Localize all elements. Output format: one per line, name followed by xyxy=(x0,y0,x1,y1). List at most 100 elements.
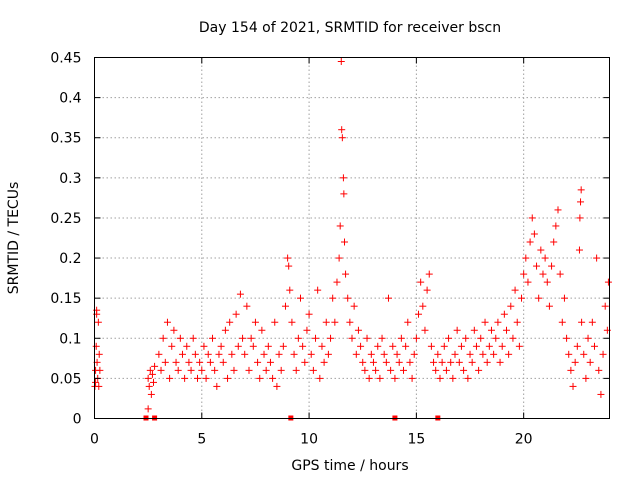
data-point xyxy=(147,390,155,398)
data-point xyxy=(337,58,345,66)
data-point xyxy=(524,278,532,286)
data-point xyxy=(539,270,547,278)
data-point xyxy=(96,366,104,374)
data-point xyxy=(286,286,294,294)
x-tick-label: 10 xyxy=(300,432,318,448)
data-point xyxy=(485,342,493,350)
data-point xyxy=(507,302,515,310)
data-point xyxy=(264,342,272,350)
data-point xyxy=(599,350,607,358)
data-point xyxy=(294,334,302,342)
data-point xyxy=(271,318,279,326)
data-point xyxy=(453,326,461,334)
data-point xyxy=(279,342,287,350)
data-point xyxy=(427,342,435,350)
data-point xyxy=(438,358,446,366)
data-point xyxy=(406,358,414,366)
data-point xyxy=(556,270,564,278)
data-point xyxy=(487,326,495,334)
data-point xyxy=(245,366,253,374)
data-point xyxy=(241,350,249,358)
data-point xyxy=(400,366,407,374)
data-point xyxy=(361,366,369,374)
data-point xyxy=(404,318,412,326)
data-point xyxy=(166,374,174,382)
data-point xyxy=(228,350,236,358)
data-point xyxy=(269,374,277,382)
data-point xyxy=(239,334,247,342)
data-point xyxy=(236,290,244,298)
data-point xyxy=(535,294,543,302)
data-point xyxy=(604,278,612,286)
data-point xyxy=(577,198,585,206)
data-point xyxy=(490,350,498,358)
data-point xyxy=(309,366,317,374)
data-point xyxy=(500,310,508,318)
data-point xyxy=(284,254,292,262)
data-point xyxy=(582,374,590,382)
data-point xyxy=(174,366,182,374)
data-point xyxy=(584,334,592,342)
data-point xyxy=(342,270,350,278)
data-point xyxy=(234,342,242,350)
data-point xyxy=(548,262,556,270)
data-point xyxy=(588,318,596,326)
data-point xyxy=(230,366,238,374)
data-point xyxy=(95,382,103,390)
data-point xyxy=(221,326,229,334)
data-point xyxy=(550,238,558,246)
data-point xyxy=(408,374,416,382)
data-point xyxy=(260,350,268,358)
y-tick-label: 0 xyxy=(73,412,82,428)
data-point xyxy=(219,358,227,366)
data-point xyxy=(511,286,519,294)
axis-ticks xyxy=(94,57,610,419)
plot-frame xyxy=(94,57,610,419)
data-point xyxy=(412,334,420,342)
data-point xyxy=(522,254,530,262)
data-point xyxy=(494,318,502,326)
data-point xyxy=(266,358,274,366)
data-point xyxy=(159,334,167,342)
data-point xyxy=(382,358,390,366)
data-point xyxy=(335,254,343,262)
data-point xyxy=(178,350,186,358)
x-tick-label: 5 xyxy=(197,432,206,448)
data-point xyxy=(312,334,320,342)
data-point xyxy=(146,366,154,374)
data-point xyxy=(247,334,255,342)
data-point xyxy=(251,318,259,326)
data-point xyxy=(202,374,210,382)
data-point xyxy=(442,366,450,374)
x-tick-label: 20 xyxy=(515,432,533,448)
data-point xyxy=(475,366,483,374)
data-point xyxy=(194,374,201,382)
x-tick-label: 0 xyxy=(90,432,99,448)
data-point xyxy=(395,358,403,366)
data-point xyxy=(183,342,191,350)
data-point xyxy=(466,350,474,358)
data-point xyxy=(324,350,332,358)
data-point xyxy=(389,342,397,350)
data-point xyxy=(376,374,384,382)
y-tick-label: 0.45 xyxy=(50,51,81,67)
data-point xyxy=(543,278,551,286)
data-point xyxy=(449,374,457,382)
data-point xyxy=(275,350,283,358)
data-point xyxy=(470,326,478,334)
data-point xyxy=(95,350,103,358)
data-point xyxy=(595,366,603,374)
y-tick-label: 0.35 xyxy=(50,131,81,147)
data-point xyxy=(575,246,583,254)
data-point xyxy=(479,350,487,358)
data-point xyxy=(185,358,193,366)
data-point xyxy=(425,270,433,278)
data-point xyxy=(256,374,264,382)
data-point xyxy=(292,366,300,374)
data-point xyxy=(393,350,401,358)
chart-title: Day 154 of 2021, SRMTID for receiver bsc… xyxy=(199,20,501,36)
data-point xyxy=(215,350,223,358)
data-point xyxy=(176,334,184,342)
data-point xyxy=(380,350,388,358)
